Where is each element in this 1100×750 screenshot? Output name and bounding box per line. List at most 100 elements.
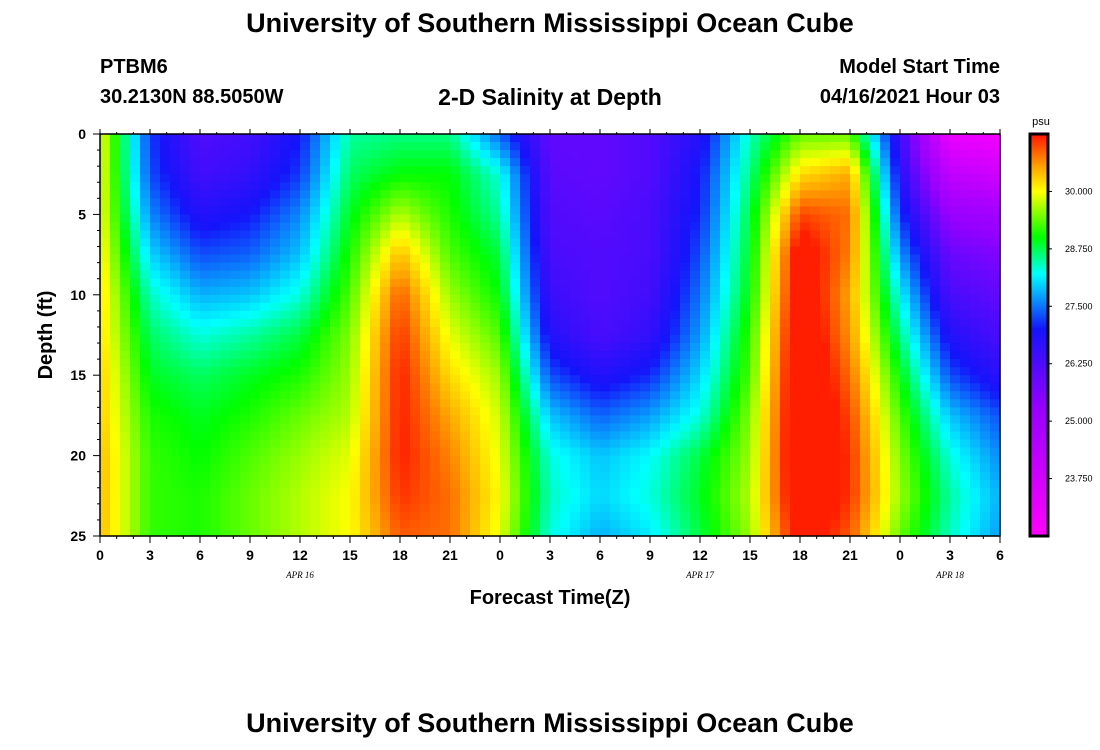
- heatmap-cell: [930, 455, 941, 465]
- heatmap-cell: [600, 150, 611, 159]
- heatmap-cell: [330, 423, 341, 433]
- heatmap-cell: [870, 399, 881, 408]
- heatmap-cell: [500, 527, 511, 537]
- heatmap-cell: [530, 198, 541, 207]
- heatmap-cell: [250, 238, 261, 248]
- heatmap-cell: [660, 190, 671, 199]
- heatmap-cell: [170, 254, 181, 264]
- heatmap-cell: [160, 455, 171, 465]
- heatmap-cell: [120, 294, 131, 304]
- heatmap-cell: [800, 351, 811, 360]
- heatmap-cell: [330, 326, 341, 336]
- heatmap-cell: [950, 495, 961, 505]
- heatmap-cell: [350, 326, 361, 336]
- heatmap-cell: [180, 182, 191, 191]
- heatmap-cell: [560, 399, 571, 408]
- heatmap-cell: [290, 134, 301, 143]
- heatmap-cell: [540, 294, 551, 304]
- heatmap-cell: [530, 415, 541, 425]
- heatmap-cell: [110, 246, 121, 256]
- heatmap-cell: [460, 399, 471, 408]
- heatmap-cell: [390, 262, 401, 272]
- heatmap-cell: [250, 527, 261, 537]
- heatmap-cell: [670, 310, 681, 320]
- heatmap-cell: [250, 286, 261, 296]
- heatmap-cell: [110, 294, 121, 304]
- heatmap-cell: [580, 511, 591, 521]
- heatmap-cell: [970, 455, 981, 465]
- heatmap-cell: [890, 375, 901, 384]
- heatmap-cell: [740, 335, 751, 344]
- heatmap-cell: [160, 351, 171, 360]
- heatmap-cell: [540, 479, 551, 489]
- heatmap-cell: [380, 206, 391, 215]
- heatmap-cell: [770, 158, 781, 167]
- heatmap-cell: [360, 254, 371, 264]
- heatmap-cell: [580, 479, 591, 489]
- heatmap-cell: [480, 519, 491, 529]
- heatmap-cell: [260, 166, 271, 175]
- heatmap-cell: [340, 318, 351, 328]
- heatmap-cell: [110, 134, 121, 143]
- heatmap-cell: [690, 326, 701, 336]
- heatmap-cell: [490, 423, 501, 433]
- heatmap-cell: [740, 383, 751, 392]
- heatmap-cell: [820, 214, 831, 224]
- heatmap-cell: [680, 423, 691, 433]
- heatmap-cell: [660, 351, 671, 360]
- heatmap-cell: [180, 278, 191, 288]
- heatmap-cell: [530, 503, 541, 513]
- heatmap-cell: [580, 463, 591, 473]
- heatmap-cell: [390, 335, 401, 344]
- heatmap-cell: [980, 391, 991, 400]
- heatmap-cell: [650, 519, 661, 529]
- heatmap-cell: [160, 431, 171, 441]
- heatmap-cell: [780, 270, 791, 280]
- heatmap-cell: [260, 495, 271, 505]
- heatmap-cell: [560, 375, 571, 384]
- x-axis-title: Forecast Time(Z): [470, 587, 631, 609]
- heatmap-cell: [250, 294, 261, 304]
- heatmap-cell: [480, 503, 491, 513]
- heatmap-cell: [950, 214, 961, 224]
- heatmap-cell: [160, 487, 171, 497]
- heatmap-cell: [240, 391, 251, 400]
- heatmap-cell: [160, 447, 171, 457]
- heatmap-cell: [980, 182, 991, 191]
- heatmap-cell: [720, 286, 731, 296]
- heatmap-cell: [940, 270, 951, 280]
- heatmap-cell: [450, 318, 461, 328]
- heatmap-cell: [970, 326, 981, 336]
- heatmap-cell: [460, 383, 471, 392]
- heatmap-cell: [280, 142, 291, 151]
- heatmap-cell: [420, 254, 431, 264]
- heatmap-cell: [270, 367, 281, 376]
- heatmap-cell: [600, 278, 611, 288]
- heatmap-cell: [390, 455, 401, 465]
- heatmap-cell: [130, 335, 141, 344]
- heatmap-cell: [370, 351, 381, 360]
- heatmap-cell: [930, 190, 941, 199]
- heatmap-cell: [600, 222, 611, 232]
- heatmap-cell: [640, 246, 651, 256]
- heatmap-cell: [290, 359, 301, 368]
- heatmap-cell: [800, 479, 811, 489]
- heatmap-cell: [750, 487, 761, 497]
- heatmap-cell: [880, 471, 891, 481]
- heatmap-cell: [140, 318, 151, 328]
- heatmap-cell: [780, 519, 791, 529]
- heatmap-cell: [810, 326, 821, 336]
- colorbar-label: 25.000: [1065, 416, 1093, 426]
- heatmap-cell: [850, 431, 861, 441]
- heatmap-cell: [120, 142, 131, 151]
- heatmap-cell: [520, 142, 531, 151]
- heatmap-cell: [990, 359, 1001, 368]
- heatmap-cell: [670, 262, 681, 272]
- heatmap-cell: [220, 519, 231, 529]
- heatmap-cell: [970, 375, 981, 384]
- heatmap-cell: [220, 367, 231, 376]
- heatmap-cell: [890, 190, 901, 199]
- heatmap-cell: [620, 503, 631, 513]
- heatmap-cell: [150, 415, 161, 425]
- heatmap-cell: [530, 158, 541, 167]
